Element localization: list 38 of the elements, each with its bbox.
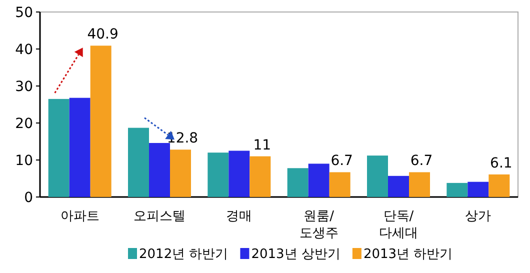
bar — [48, 98, 70, 197]
data-label: 6.7 — [330, 153, 353, 170]
y-tick-label: 10 — [15, 153, 33, 169]
bar — [329, 172, 350, 197]
data-label: 6.7 — [410, 153, 433, 170]
bar — [367, 156, 388, 197]
bar — [446, 182, 468, 197]
bar — [409, 172, 430, 197]
bar — [388, 176, 409, 197]
bar — [128, 128, 149, 197]
data-label: 40.9 — [87, 26, 118, 43]
y-tick-label: 0 — [24, 190, 33, 206]
legend-label: 2013년 하반기 — [363, 247, 453, 262]
y-tick-label: 20 — [15, 116, 33, 132]
bar — [228, 150, 250, 197]
bar — [468, 182, 489, 197]
x-tick-label: 오피스텔 — [134, 209, 186, 224]
x-tick-label: 경매 — [226, 209, 252, 224]
bar — [170, 150, 191, 197]
y-tick-label: 30 — [15, 79, 33, 95]
data-label: 6.1 — [490, 155, 512, 172]
bar — [149, 142, 170, 197]
bar — [308, 164, 330, 197]
legend-label: 2013년 상반기 — [251, 247, 340, 262]
bar — [90, 46, 112, 197]
legend-label: 2012년 하반기 — [139, 247, 228, 262]
bar — [69, 98, 90, 197]
x-tick-label: 원룸/ 도생주 — [299, 209, 338, 241]
y-tick-label: 40 — [15, 42, 33, 58]
data-label: 11 — [253, 137, 272, 154]
y-tick-label: 50 — [15, 5, 33, 21]
bar — [488, 174, 510, 197]
bar — [287, 168, 308, 197]
bar — [250, 156, 271, 197]
x-tick-label: 단독/ 다세대 — [379, 209, 418, 241]
bar — [208, 152, 229, 197]
x-tick-label: 상가 — [465, 209, 492, 224]
x-tick-label: 아파트 — [60, 209, 100, 224]
